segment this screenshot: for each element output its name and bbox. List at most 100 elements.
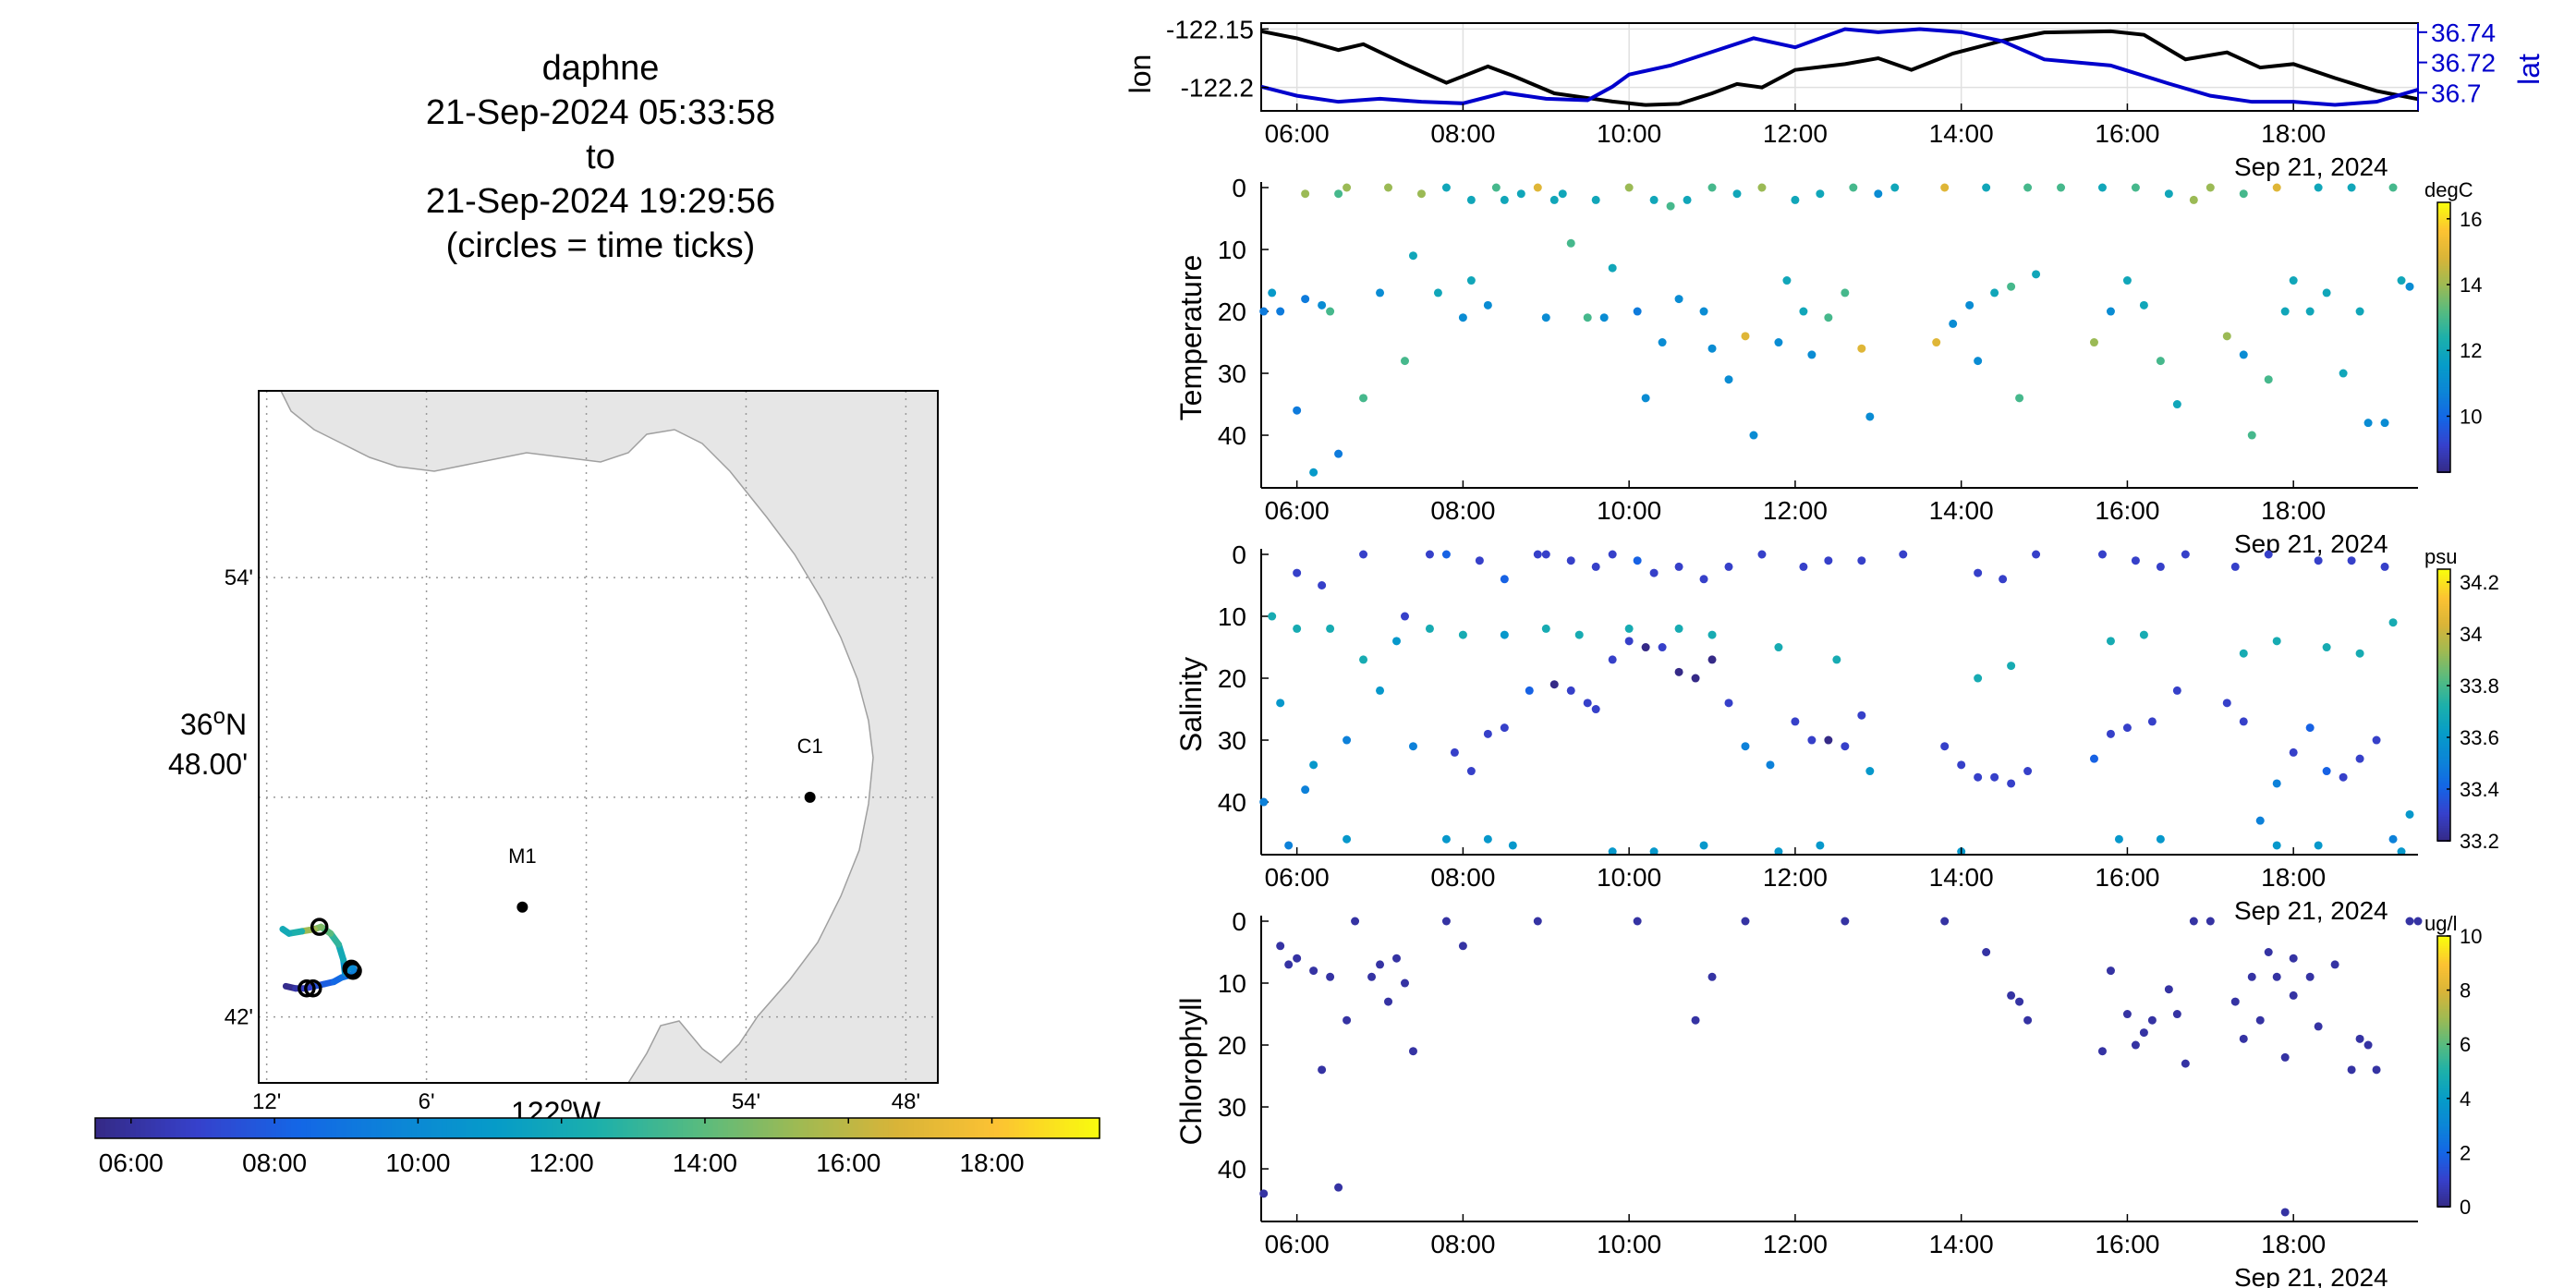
colorbar-swatch [261,1118,267,1138]
colorbar-swatch [2437,1008,2450,1012]
colorbar-swatch [747,1118,754,1138]
colorbar-swatch [637,1118,644,1138]
colorbar-swatch [341,1118,347,1138]
colorbar-swatch [2437,447,2450,451]
colorbar-swatch [2437,444,2450,449]
colorbar-tick-label: 12 [2460,339,2482,362]
colorbar-tick-label: 8 [2460,979,2471,1002]
colorbar-swatch [968,1118,976,1138]
y-axis-label: Temperature [1174,255,1208,421]
colorbar-swatch [2437,938,2450,942]
y-tick-label: 20 [1218,298,1246,326]
colorbar-swatch [2437,386,2450,390]
colorbar-swatch [868,1118,875,1138]
colorbar-swatch [2437,452,2450,456]
colorbar-swatch [2437,334,2450,338]
colorbar-swatch [2437,777,2450,781]
colorbar-swatch [240,1118,248,1138]
colorbar-swatch [2437,954,2450,957]
data-point [1599,313,1609,322]
colorbar-swatch [2437,1143,2450,1148]
data-point [2239,717,2248,726]
data-point [2363,419,2373,428]
data-point [1574,630,1584,639]
colorbar-swatch [1019,1118,1026,1138]
title-start-time: 21-Sep-2024 05:33:58 [425,93,776,132]
colorbar-swatch [2437,784,2450,788]
colorbar-swatch [883,1118,890,1138]
date-label: Sep 21, 2024 [2234,152,2388,181]
colorbar-swatch [537,1118,543,1138]
colorbar-swatch [2437,1152,2450,1156]
colorbar-swatch [2437,818,2450,821]
colorbar-swatch [2437,671,2450,674]
data-point [1724,699,1733,708]
colorbar-swatch [582,1118,589,1138]
figure-title: daphne 21-Sep-2024 05:33:58 to 21-Sep-20… [277,46,924,268]
colorbar-swatch [2437,585,2450,589]
colorbar-swatch [2437,211,2450,215]
colorbar-unit-label: degC [2424,178,2473,201]
station-marker [804,791,816,803]
data-point [1741,332,1750,341]
data-point [1974,772,1983,782]
data-point [1857,711,1866,720]
colorbar-swatch [2437,582,2450,587]
colorbar-swatch [923,1118,930,1138]
colorbar-swatch [2437,1071,2450,1075]
colorbar-swatch [2437,693,2450,698]
colorbar-swatch [2437,607,2450,612]
colorbar-swatch [2437,782,2450,785]
data-point [1359,655,1368,664]
lon-axis-label: lon [1124,55,1157,94]
colorbar-swatch [2437,705,2450,709]
data-point [2314,1022,2323,1031]
data-point [2097,1047,2107,1056]
data-point [2355,1034,2364,1043]
colorbar-swatch [200,1118,207,1138]
data-point [2156,562,2165,571]
colorbar-swatch [115,1118,122,1138]
colorbar-swatch [150,1118,157,1138]
data-point [2222,332,2231,341]
colorbar-swatch [1089,1118,1096,1138]
colorbar-swatch [2437,1193,2450,1197]
data-point [1483,834,1492,844]
data-point [1334,1183,1343,1192]
colorbar-swatch [2437,1199,2450,1204]
colorbar-swatch [431,1118,438,1138]
colorbar-swatch [989,1118,995,1138]
colorbar-swatch [2437,225,2450,228]
colorbar-swatch [2437,668,2450,673]
data-point [2405,917,2414,926]
colorbar-swatch [2437,618,2450,623]
data-point [1309,468,1318,477]
colorbar-swatch [2437,416,2450,419]
colorbar-swatch [2437,1057,2450,1062]
colorbar-swatch [2437,1174,2450,1179]
data-point [1400,357,1409,366]
colorbar-swatch [2437,802,2450,806]
colorbar-swatch [2437,741,2450,745]
colorbar-swatch [175,1118,182,1138]
colorbar-swatch [577,1118,584,1138]
colorbar-swatch [2437,1093,2450,1098]
colorbar-swatch [2437,366,2450,371]
colorbar-swatch [2437,253,2450,258]
colorbar-tick-label: 12:00 [529,1148,594,1177]
colorbar-swatch [2437,1052,2450,1057]
colorbar-swatch [2437,816,2450,820]
data-point [2355,649,2364,658]
colorbar-swatch [2437,652,2450,657]
colorbar-swatch [2437,330,2450,334]
colorbar-tick-label: 33.8 [2460,674,2499,698]
colorbar-swatch [2437,294,2450,298]
data-point [1757,550,1767,559]
colorbar-swatch [2437,247,2450,251]
colorbar-swatch [2437,571,2450,575]
colorbar-swatch [2437,443,2450,446]
title-platform: daphne [541,49,660,88]
data-point [1707,655,1717,664]
colorbar-swatch [145,1118,152,1138]
y-tick-label: 20 [1218,1031,1246,1060]
